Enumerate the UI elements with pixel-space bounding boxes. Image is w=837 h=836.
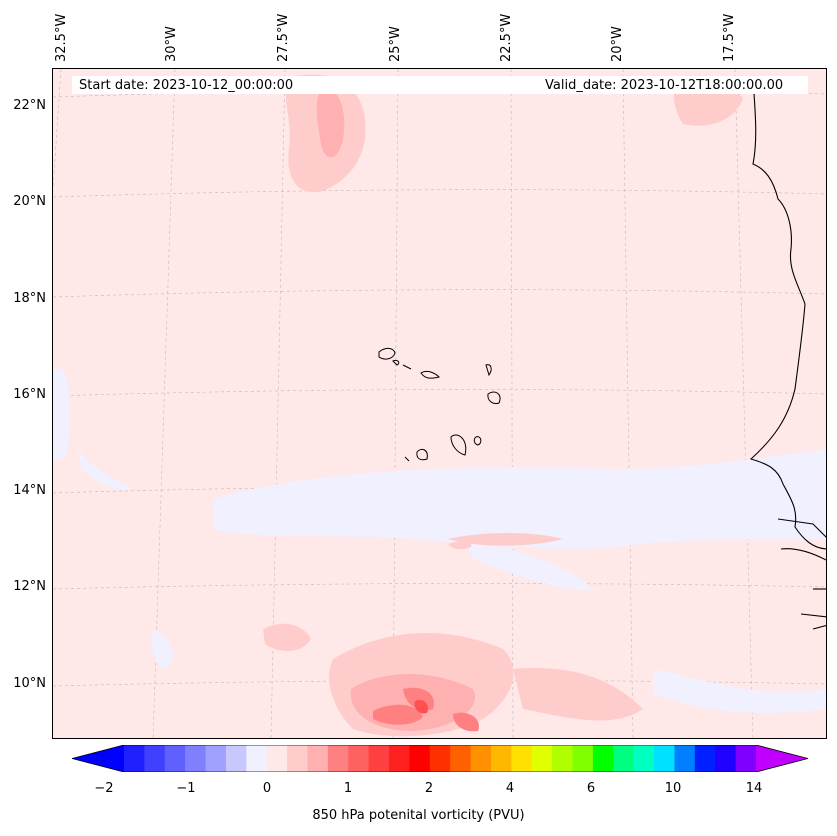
lat-label: 10°N <box>13 676 46 691</box>
colorbar-swatch <box>389 745 410 772</box>
colorbar-swatch <box>531 745 553 772</box>
colorbar-swatch <box>164 745 186 772</box>
colorbar-swatch <box>205 745 227 772</box>
colorbar-swatch <box>654 745 675 772</box>
lon-label: 17.5°W <box>722 13 737 62</box>
colorbar-swatch <box>674 745 696 772</box>
lat-label: 12°N <box>13 579 46 594</box>
colorbar-swatch <box>490 745 512 772</box>
pv-contour-light <box>263 74 743 737</box>
lat-label: 14°N <box>13 483 46 498</box>
pv-field <box>53 69 826 738</box>
colorbar-swatch <box>266 745 288 772</box>
colorbar-tick: −1 <box>176 781 196 796</box>
valid-date-label: Valid_date: 2023-10-12T18:00:00.00 <box>545 78 784 93</box>
start-date-label: Start date: 2023-10-12_00:00:00 <box>79 78 294 93</box>
colorbar-swatch <box>572 745 594 772</box>
colorbar-tick: 4 <box>505 781 515 796</box>
colorbar-swatch <box>552 745 574 772</box>
colorbar-swatch <box>409 745 431 772</box>
pv-contour-peak <box>414 699 429 714</box>
colorbar-tick: −2 <box>94 781 114 796</box>
colorbar-swatch <box>592 745 614 772</box>
pv-contour-medium <box>316 88 475 731</box>
colorbar-swatch <box>735 745 757 772</box>
colorbar-swatch <box>694 745 716 772</box>
colorbar-tick: 2 <box>424 781 434 796</box>
coastline <box>749 78 826 630</box>
colorbar-tick: 6 <box>586 781 596 796</box>
colorbar-tick: 14 <box>745 781 763 796</box>
lon-label: 30°W <box>164 26 179 62</box>
colorbar-tick: 10 <box>664 781 682 796</box>
colorbar-swatch <box>613 745 635 772</box>
lat-label: 16°N <box>13 387 46 402</box>
colorbar-extend-max <box>756 745 808 772</box>
colorbar-swatch <box>348 745 370 772</box>
colorbar-swatch <box>327 745 349 772</box>
colorbar-swatch <box>124 745 145 772</box>
map-frame <box>52 68 827 739</box>
colorbar-swatch <box>368 745 390 772</box>
colorbar-swatch <box>511 745 533 772</box>
lon-label: 20°W <box>610 26 625 62</box>
lon-label: 22.5°W <box>499 13 514 62</box>
colorbar-swatch <box>307 745 329 772</box>
colorbar-swatch <box>185 745 207 772</box>
lon-label: 32.5°W <box>54 13 69 62</box>
colorbar-swatch <box>715 745 737 772</box>
colorbar-swatch <box>225 745 247 772</box>
lon-label: 25°W <box>388 26 403 62</box>
colorbar-swatch <box>633 745 655 772</box>
colorbar <box>72 745 808 772</box>
colorbar-extend-min <box>72 745 124 772</box>
colorbar-tick: 0 <box>262 781 272 796</box>
lat-label: 18°N <box>13 291 46 306</box>
cape-verde-islands <box>378 347 501 462</box>
colorbar-swatch <box>429 745 451 772</box>
lon-label: 27.5°W <box>276 13 291 62</box>
date-info-bar <box>72 76 808 94</box>
negative-pv-band <box>53 369 826 714</box>
lat-label: 20°N <box>13 194 46 209</box>
lat-label: 22°N <box>13 98 46 113</box>
colorbar-tick: 1 <box>343 781 353 796</box>
colorbar-swatch <box>144 745 166 772</box>
colorbar-swatch <box>287 745 308 772</box>
colorbar-swatch <box>246 745 268 772</box>
colorbar-swatch <box>450 745 472 772</box>
colorbar-label: 850 hPa potenital vorticity (PVU) <box>312 808 525 823</box>
colorbar-swatch <box>470 745 492 772</box>
